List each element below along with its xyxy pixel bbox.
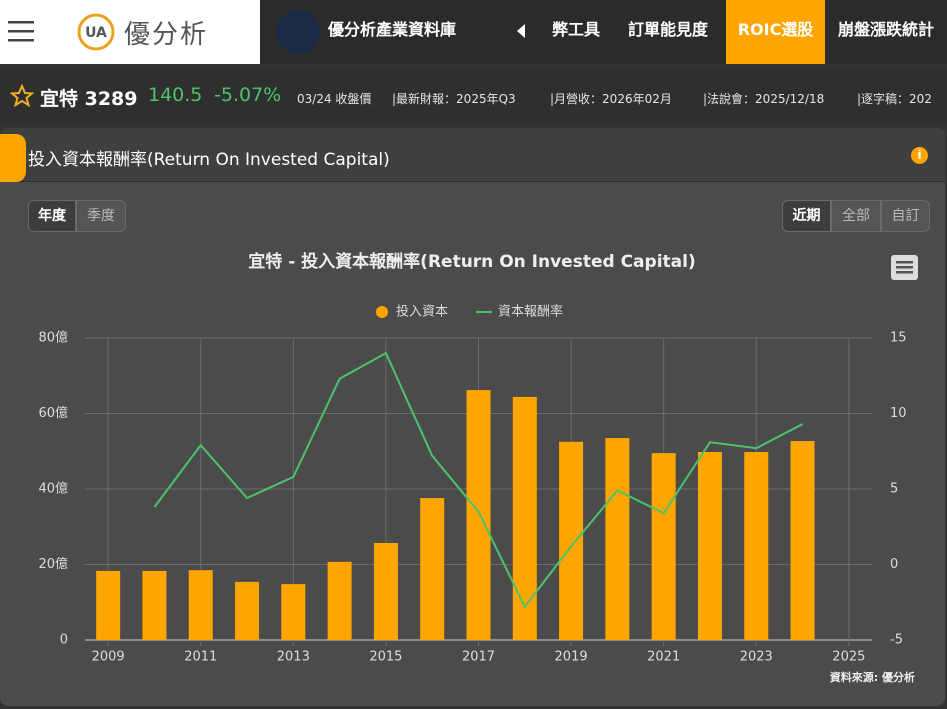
bar: [281, 584, 306, 640]
x-tick-label: 2023: [740, 650, 773, 665]
stock-info: |逐字稿：202: [857, 92, 932, 106]
stock-bar: [0, 70, 947, 124]
chart-source: 資料來源: 優分析: [830, 670, 915, 684]
bar: [605, 438, 630, 640]
logo-bar: [0, 0, 260, 64]
stock-price: 140.5: [148, 84, 203, 106]
y-tick-label: 60億: [38, 405, 68, 421]
stock-info: |月營收：2026年02月: [550, 92, 672, 106]
bar: [651, 453, 676, 640]
nav-item[interactable]: 弊工具: [552, 20, 601, 39]
nav-item-active[interactable]: ROIC選股: [726, 0, 825, 64]
y-tick-label: 40億: [38, 481, 68, 497]
y-tick-label: 80億: [38, 330, 68, 346]
bar: [327, 561, 352, 640]
y2-tick-label: 0: [890, 557, 898, 572]
range-button[interactable]: 近期: [782, 200, 831, 232]
bar: [559, 441, 584, 640]
nav-thumbnail: [276, 10, 320, 54]
stock-info: |最新財報：2025年Q3: [392, 92, 516, 106]
bar: [744, 452, 769, 640]
bar: [420, 498, 445, 640]
x-tick-label: 2015: [369, 650, 402, 665]
stock-name: 宜特 3289: [40, 88, 138, 110]
bar: [142, 570, 167, 640]
logo-text: 優分析: [124, 20, 209, 50]
x-tick-label: 2021: [647, 650, 680, 665]
nav-arrow[interactable]: [516, 24, 526, 38]
favorite-star[interactable]: [10, 84, 34, 108]
y2-tick-label: 5: [890, 482, 898, 497]
bar: [790, 441, 815, 640]
y-tick-label: 0: [60, 633, 68, 648]
line: [153, 351, 804, 609]
bar: [235, 581, 260, 640]
price-note: 03/24 收盤價: [297, 92, 372, 106]
tip-icon[interactable]: [0, 134, 26, 182]
info-icon[interactable]: i: [911, 147, 928, 164]
legend-marker: [376, 306, 388, 318]
nav-bar: [260, 0, 947, 64]
y-tick-label: 20億: [38, 556, 68, 572]
bar: [697, 452, 722, 640]
tab-button[interactable]: 季度: [76, 200, 126, 232]
bar: [96, 570, 121, 640]
menu-icon[interactable]: [8, 20, 34, 42]
legend-label: 資本報酬率: [498, 304, 563, 320]
range-button[interactable]: 全部: [831, 200, 881, 232]
chart-title: 宜特 - 投入資本報酬率(Return On Invested Capital): [248, 251, 695, 272]
x-tick-label: 2017: [462, 650, 495, 665]
range-button[interactable]: 自訂: [881, 200, 930, 232]
card-header: [0, 128, 945, 182]
stock-info: |法說會：2025/12/18: [703, 92, 825, 106]
bar: [373, 542, 398, 640]
x-tick-label: 2009: [92, 650, 125, 665]
nav-item[interactable]: 崩盤漲跌統計: [838, 20, 935, 39]
stock-change: -5.07%: [214, 84, 282, 106]
chart-menu[interactable]: [891, 255, 918, 280]
nav-item[interactable]: 訂單能見度: [628, 20, 709, 39]
x-tick-label: 2025: [832, 650, 865, 665]
card-title: 投入資本報酬率(Return On Invested Capital): [28, 150, 390, 170]
x-tick-label: 2011: [184, 650, 217, 665]
bar: [466, 390, 491, 640]
y2-tick-label: 15: [890, 331, 907, 346]
logo-icon-text: UA: [85, 25, 107, 41]
logo-icon: UA: [77, 13, 115, 51]
x-tick-label: 2019: [555, 650, 588, 665]
legend-label: 投入資本: [396, 304, 448, 320]
y2-tick-label: -5: [890, 633, 903, 648]
tab-button[interactable]: 年度: [28, 200, 76, 232]
bar: [512, 396, 537, 640]
x-tick-label: 2013: [277, 650, 310, 665]
bar: [188, 570, 213, 640]
y2-tick-label: 10: [890, 406, 907, 421]
nav-item[interactable]: 優分析產業資料庫: [328, 20, 457, 39]
